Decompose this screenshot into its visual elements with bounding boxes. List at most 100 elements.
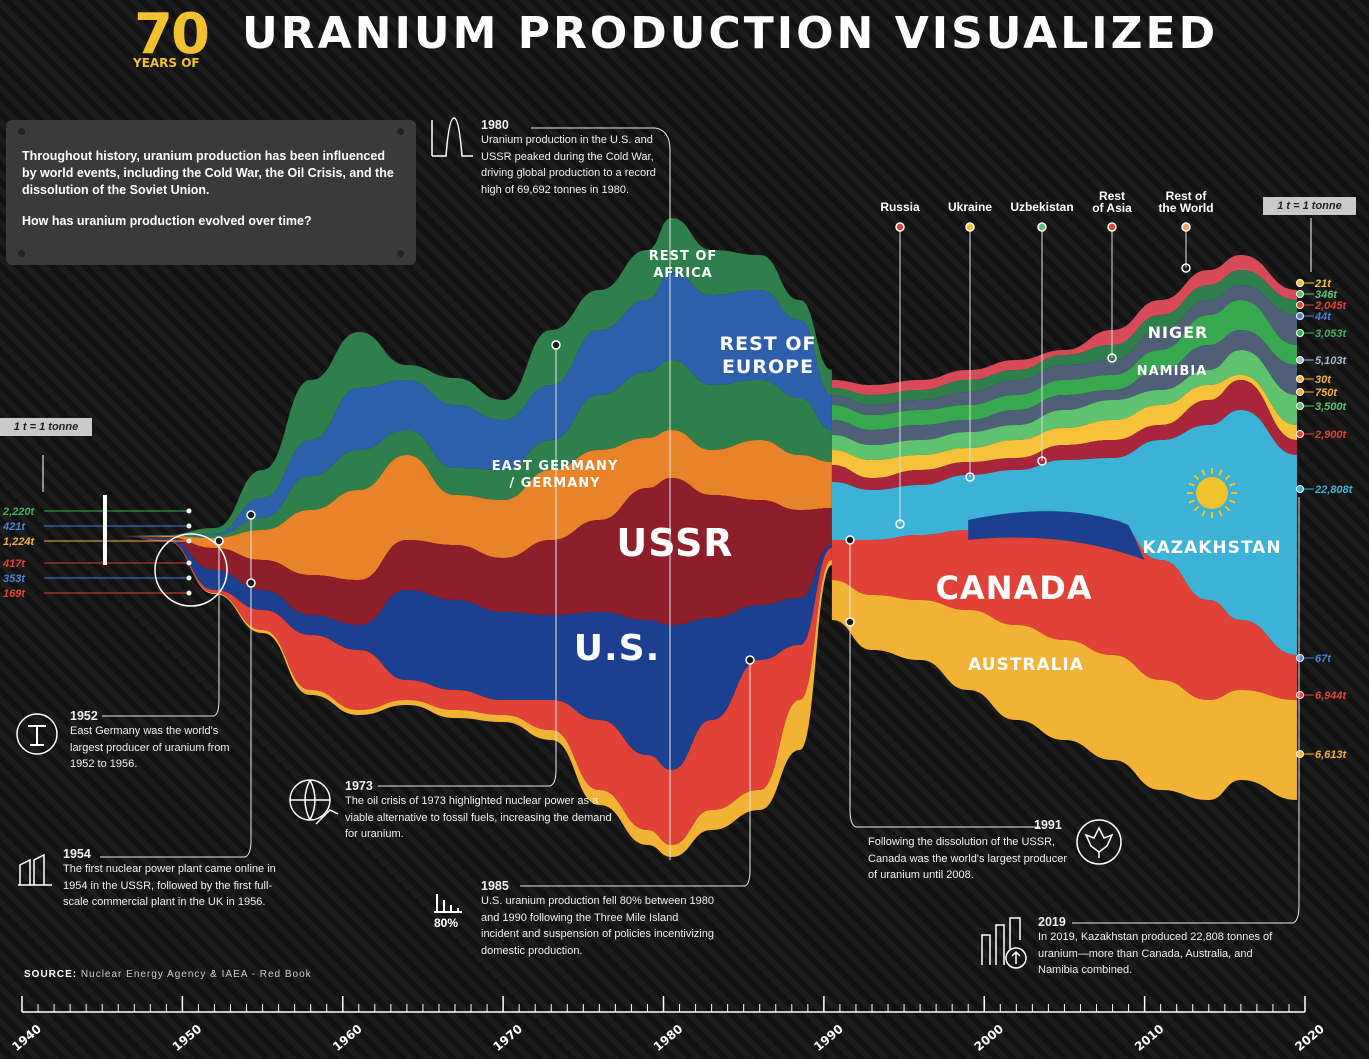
x-tick-label: 1950 xyxy=(170,1022,205,1054)
source-note: SOURCE: Nuclear Energy Agency & IAEA - R… xyxy=(24,969,312,980)
annotation-year: 1954 xyxy=(63,847,91,861)
region-label: KAZAKHSTAN xyxy=(1142,538,1281,558)
x-tick-label: 1940 xyxy=(9,1022,44,1054)
data-marker xyxy=(1107,353,1117,363)
value-dot-2019 xyxy=(1296,279,1304,287)
annotation-leader xyxy=(102,541,220,717)
value-label-1949: 353t xyxy=(3,573,26,585)
value-dot xyxy=(186,538,192,544)
badge-80-percent: 80% xyxy=(434,916,459,930)
sun-ray xyxy=(1229,499,1236,504)
annotation-text: The oil crisis of 1973 highlighted nucle… xyxy=(345,795,612,840)
intro-text: Throughout history, uranium production h… xyxy=(22,149,394,197)
region-label: NIGER xyxy=(1148,323,1209,342)
annotation-1952: 1952 East Germany was the world's larges… xyxy=(70,709,250,773)
sun-ray xyxy=(1218,510,1223,517)
layer-dark-green xyxy=(831,270,1297,405)
value-dot-2019 xyxy=(1296,388,1304,396)
value-label-2019: 67t xyxy=(1315,653,1332,665)
label-marker xyxy=(1037,222,1047,232)
value-label-1949: 1,224t xyxy=(3,536,36,548)
region-label: USSR xyxy=(616,521,733,565)
annotation-year: 1985 xyxy=(481,879,509,893)
region-label: / GERMANY xyxy=(509,476,600,491)
screw-icon xyxy=(397,250,404,257)
value-label-1949: 2,220t xyxy=(2,506,36,518)
annotation-point xyxy=(246,578,256,588)
layer-ussr xyxy=(118,478,832,625)
screw-icon xyxy=(18,128,25,135)
x-tick-label: 1970 xyxy=(490,1022,525,1054)
value-dot xyxy=(186,560,192,566)
annotation-text: The first nuclear power plant came onlin… xyxy=(63,863,276,908)
annotation-point xyxy=(845,535,855,545)
data-marker xyxy=(1181,263,1191,273)
data-marker xyxy=(895,519,905,529)
country-label: Rest xyxy=(1099,189,1125,203)
layer-namibia xyxy=(831,330,1297,445)
arrow-up-icon xyxy=(1011,950,1021,964)
label-marker xyxy=(895,222,905,232)
sun-ray xyxy=(1193,505,1200,512)
value-label-2019: 2,900t xyxy=(1314,429,1348,441)
annotation-point xyxy=(745,655,755,665)
annotation-text: East Germany was the world's largest pro… xyxy=(70,725,230,770)
decline-bars-icon xyxy=(434,894,462,913)
region-label: EUROPE xyxy=(722,356,814,378)
value-label-2019: 346t xyxy=(1315,289,1338,301)
value-dot-2019 xyxy=(1296,402,1304,410)
country-label: of Asia xyxy=(1092,201,1132,215)
annotation-leader xyxy=(849,540,1040,828)
annotation-1973: 1973 The oil crisis of 1973 highlighted … xyxy=(345,779,615,843)
screw-icon xyxy=(397,128,404,135)
x-tick-label: 2010 xyxy=(1132,1022,1167,1054)
value-dot-2019 xyxy=(1296,312,1304,320)
annotation-leader xyxy=(1072,497,1300,924)
region-label: AUSTRALIA xyxy=(968,655,1084,675)
value-dot-2019 xyxy=(1296,691,1304,699)
label-marker xyxy=(1107,222,1117,232)
data-marker xyxy=(965,472,975,482)
value-dot-2019 xyxy=(1296,430,1304,438)
value-dot xyxy=(186,508,192,514)
value-label-2019: 3,053t xyxy=(1315,328,1348,340)
annotation-point xyxy=(845,617,855,627)
layer-rest-of-world xyxy=(831,255,1297,395)
title-years-of: YEARS OF xyxy=(133,56,200,70)
value-dot-2019 xyxy=(1296,375,1304,383)
globe-trend-icon xyxy=(290,779,339,825)
annotation-year: 1952 xyxy=(70,709,98,723)
value-label-2019: 6,613t xyxy=(1315,749,1348,761)
country-label: Rest of xyxy=(1166,189,1208,203)
sun-ray xyxy=(1218,469,1223,476)
layer-niger xyxy=(831,300,1297,430)
value-dot-2019 xyxy=(1296,485,1304,493)
page-title: URANIUM PRODUCTION VISUALIZED xyxy=(242,8,1219,59)
value-dot xyxy=(186,590,192,596)
value-dot-2019 xyxy=(1296,654,1304,662)
data-marker xyxy=(1037,456,1047,466)
annotation-text: Following the dissolution of the USSR, C… xyxy=(868,836,1067,881)
annotation-leader xyxy=(520,660,751,887)
sun-ray xyxy=(1188,482,1195,487)
intro-box: Throughout history, uranium production h… xyxy=(6,120,416,265)
annotation-point xyxy=(214,536,224,546)
sun-ray xyxy=(1224,505,1231,512)
annotation-point xyxy=(246,510,256,520)
screw-icon xyxy=(18,250,25,257)
mining-icon xyxy=(16,713,58,755)
value-label-2019: 2,045t xyxy=(1314,300,1348,312)
value-label-2019: 3,500t xyxy=(1315,401,1348,413)
source-text: Nuclear Energy Agency & IAEA - Red Book xyxy=(80,969,312,980)
country-label: the World xyxy=(1158,201,1213,215)
value-label-2019: 5,103t xyxy=(1315,355,1348,367)
layer-russia xyxy=(831,380,1297,490)
x-tick-label: 2020 xyxy=(1292,1022,1327,1054)
layer-canada xyxy=(831,520,1297,700)
label-marker xyxy=(965,222,975,232)
annotation-leader xyxy=(378,345,557,787)
layer-slate xyxy=(831,285,1297,415)
label-marker xyxy=(1181,222,1191,232)
